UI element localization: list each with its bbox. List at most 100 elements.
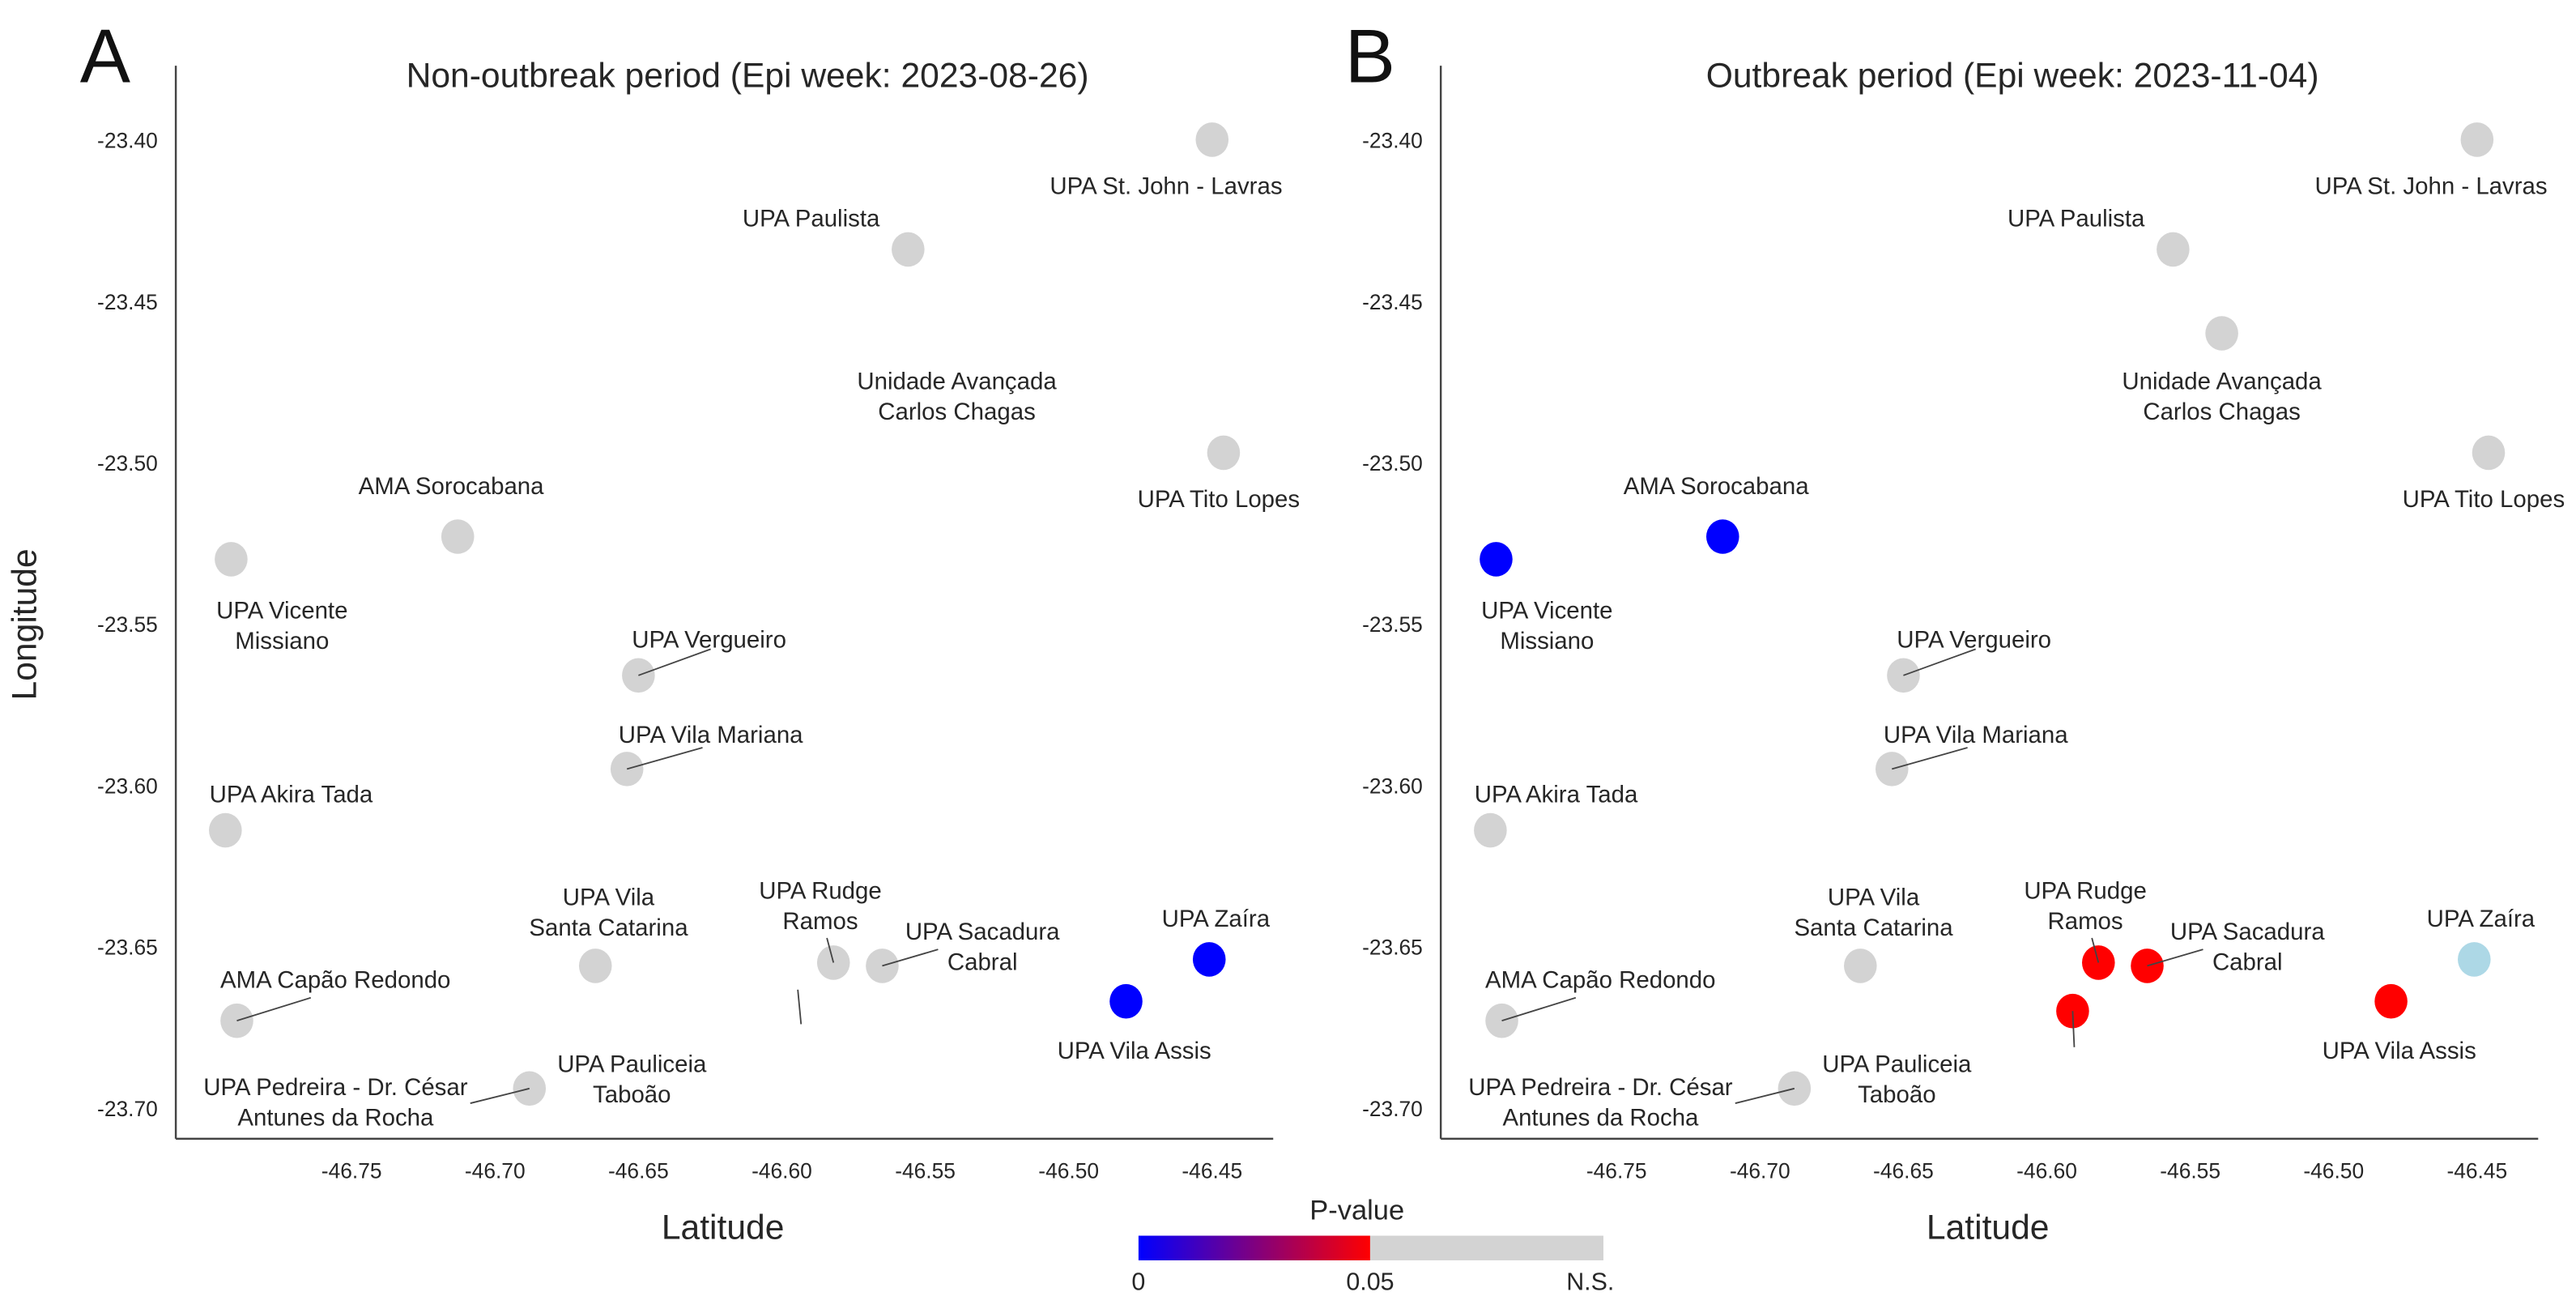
label-leader-line — [826, 937, 835, 963]
x-tick-label: -46.60 — [752, 1159, 812, 1183]
colorbar-significant-gradient — [1138, 1235, 1370, 1260]
point-label: UPA Sacadura Cabral — [905, 919, 1060, 976]
point-label-line: UPA Vicente — [1481, 597, 1612, 624]
label-leader-line — [236, 996, 312, 1022]
data-point — [1480, 542, 1513, 577]
data-point — [2460, 122, 2494, 157]
x-tick-label: -46.70 — [465, 1159, 526, 1183]
label-leader-line — [2147, 949, 2203, 967]
x-tick-label: -46.45 — [2446, 1159, 2507, 1183]
point-label-line: UPA Sacadura — [2170, 919, 2325, 945]
y-tick-label: -23.40 — [1362, 129, 1423, 153]
data-point — [1778, 1071, 1812, 1106]
label-leader-line — [882, 949, 939, 967]
x-tick-label: -46.45 — [1182, 1159, 1242, 1183]
label-leader-line — [1735, 1087, 1795, 1104]
point-label: AMA Sorocabana — [359, 473, 545, 500]
point-label: UPA Vicente Missiano — [216, 597, 347, 654]
point-label-line: UPA Vila Assis — [2323, 1038, 2476, 1064]
data-point — [209, 812, 242, 848]
point-label-line: UPA Pedreira - Dr. César — [1468, 1074, 1733, 1101]
point-label: UPA Pedreira - Dr. César Antunes da Rocha — [1468, 1074, 1733, 1132]
y-tick-label: -23.70 — [1362, 1097, 1423, 1121]
data-point — [2205, 316, 2238, 351]
point-label: UPA Vergueiro — [1897, 626, 2051, 653]
point-label: UPA Vila Santa Catarina — [1794, 884, 1953, 941]
point-label-line: UPA Zaíra — [2427, 906, 2536, 932]
point-label-line: UPA Rudge — [2024, 877, 2146, 904]
data-point — [892, 232, 925, 267]
point-label-line: Cabral — [947, 949, 1018, 975]
panel-B: B Outbreak period (Epi week: 2023-11-04) L… — [1345, 14, 2565, 1247]
point-label-line: UPA Vila Mariana — [1884, 722, 2068, 748]
point-label-line: Antunes da Rocha — [1502, 1104, 1699, 1131]
data-point — [816, 945, 850, 980]
point-label-line: UPA Paulista — [743, 205, 880, 232]
y-axis-label: Longitude — [6, 548, 45, 700]
point-label-line: Carlos Chagas — [2143, 399, 2301, 425]
point-label: UPA Pedreira - Dr. César Antunes da Rocha — [203, 1074, 468, 1132]
point-label-line: UPA Vergueiro — [632, 626, 786, 653]
point-label-line: Missiano — [1500, 628, 1594, 654]
point-label: UPA Rudge Ramos — [759, 877, 881, 935]
point-label-line: UPA Pauliceia — [1822, 1051, 1972, 1077]
y-tick-label: -23.45 — [97, 290, 158, 314]
data-point — [1109, 983, 1143, 1019]
point-label-line: Unidade Avançada — [857, 368, 1057, 394]
colorbar-tick: N.S. — [1566, 1268, 1614, 1295]
colorbar-ns-block — [1369, 1235, 1604, 1260]
data-point — [1705, 519, 1739, 554]
point-label: UPA Zaíra — [2427, 906, 2536, 932]
point-label-line: Missiano — [235, 628, 329, 654]
point-label: UPA Vila Assis — [2323, 1038, 2476, 1064]
y-tick-label: -23.55 — [1362, 612, 1423, 637]
point-label: UPA Tito Lopes — [1138, 486, 1301, 513]
data-point — [578, 949, 612, 983]
point-label-line: UPA Vergueiro — [1897, 626, 2051, 653]
point-label-line: UPA Pauliceia — [557, 1051, 707, 1077]
data-point — [1474, 812, 1507, 848]
label-leader-line — [2071, 1011, 2076, 1047]
point-label: UPA Akira Tada — [1475, 782, 1638, 808]
point-label: UPA Vila Santa Catarina — [529, 884, 688, 941]
point-label-line: UPA Rudge — [759, 877, 881, 904]
point-label: UPA Vicente Missiano — [1481, 597, 1612, 654]
point-label-line: AMA Capão Redondo — [1485, 967, 1715, 994]
point-label-line: Unidade Avançada — [2122, 368, 2322, 394]
data-point — [1887, 658, 1920, 693]
colorbar: P-value 0 0.05 N.S. — [1131, 1195, 1614, 1295]
point-label-line: Ramos — [782, 908, 858, 935]
point-label: UPA St. John - Lavras — [1050, 173, 1282, 199]
data-point — [2458, 942, 2491, 977]
chart-title: Non-outbreak period (Epi week: 2023-08-2… — [407, 57, 1089, 96]
data-point — [1192, 942, 1226, 977]
label-leader-line — [1501, 996, 1577, 1022]
point-label: AMA Capão Redondo — [1485, 967, 1715, 994]
point-label-line: UPA Akira Tada — [210, 782, 373, 808]
panel-A: A Non-outbreak period (Epi week: 2023-08-… — [6, 14, 1300, 1247]
x-axis-label: Latitude — [662, 1209, 785, 1247]
point-label: AMA Sorocabana — [1624, 473, 1810, 500]
colorbar-tick: 0 — [1131, 1268, 1145, 1295]
point-label: UPA Tito Lopes — [2403, 486, 2565, 513]
point-label-line: Santa Catarina — [1794, 914, 1953, 941]
point-label-line: UPA Vila — [1828, 884, 1920, 910]
y-tick-label: -23.55 — [97, 612, 158, 637]
colorbar-tick: 0.05 — [1346, 1268, 1394, 1295]
point-label: UPA Pauliceia Taboão — [557, 1051, 707, 1108]
x-tick-label: -46.70 — [1730, 1159, 1790, 1183]
x-tick-label: -46.75 — [321, 1159, 382, 1183]
data-point — [1195, 122, 1229, 157]
x-tick-label: -46.55 — [2160, 1159, 2220, 1183]
panel-label: A — [80, 14, 131, 98]
point-label: UPA Sacadura Cabral — [2170, 919, 2325, 976]
point-label-line: AMA Sorocabana — [1624, 473, 1810, 500]
y-tick-label: -23.50 — [97, 451, 158, 475]
point-label-line: UPA Vila Assis — [1058, 1038, 1211, 1064]
point-label-line: Taboão — [1858, 1081, 1935, 1108]
data-point — [441, 519, 475, 554]
x-tick-label: -46.65 — [1873, 1159, 1934, 1183]
data-point — [2472, 435, 2506, 471]
point-label-line: Santa Catarina — [529, 914, 688, 941]
